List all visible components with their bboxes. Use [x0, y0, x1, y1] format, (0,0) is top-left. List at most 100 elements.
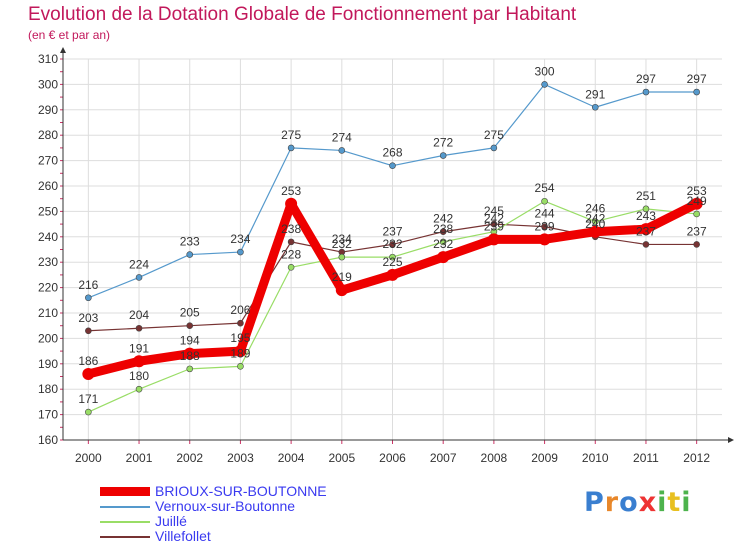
x-tick-label: 2007	[430, 451, 457, 465]
logo-letter: o	[619, 487, 639, 518]
x-tick-label: 2000	[75, 451, 102, 465]
data-point	[538, 233, 551, 246]
y-tick-label: 160	[38, 433, 58, 447]
data-label: 275	[281, 128, 301, 142]
data-label: 297	[636, 72, 656, 86]
data-point	[439, 238, 447, 246]
data-point	[487, 233, 500, 246]
logo-letter: i	[681, 487, 692, 518]
data-label: 238	[281, 222, 301, 236]
data-label: 237	[382, 224, 402, 238]
data-label: 216	[78, 278, 98, 292]
legend-label: BRIOUX-SUR-BOUTONNE	[155, 483, 327, 499]
data-label: 194	[180, 334, 200, 348]
data-label: 244	[535, 207, 555, 221]
y-tick-label: 220	[38, 281, 58, 295]
data-point	[135, 274, 143, 281]
data-point	[693, 210, 700, 218]
data-point	[437, 251, 450, 264]
data-point	[82, 367, 95, 380]
x-tick-label: 2008	[481, 451, 508, 465]
y-tick-label: 290	[38, 103, 58, 117]
data-label: 234	[332, 232, 352, 246]
y-tick-label: 190	[38, 357, 58, 371]
data-point	[389, 253, 396, 261]
y-tick-label: 250	[38, 204, 58, 218]
data-label: 219	[332, 270, 352, 284]
y-tick-label: 240	[38, 230, 58, 244]
data-point	[287, 263, 295, 271]
data-point	[85, 408, 92, 416]
data-label: 245	[484, 204, 504, 218]
data-point	[186, 365, 194, 373]
x-tick-label: 2003	[227, 451, 254, 465]
data-point	[690, 197, 703, 210]
data-label: 180	[129, 369, 149, 383]
data-point	[85, 327, 92, 335]
data-label: 195	[230, 331, 250, 345]
data-point	[85, 294, 92, 302]
data-point	[285, 197, 298, 210]
data-label: 239	[535, 219, 555, 233]
data-label: 272	[433, 136, 453, 150]
x-tick-label: 2011	[633, 451, 659, 465]
data-label: 225	[382, 255, 402, 269]
data-label: 171	[78, 392, 98, 406]
data-label: 206	[230, 303, 250, 317]
x-tick-label: 2012	[683, 451, 710, 465]
data-point	[541, 81, 548, 88]
x-tick-label: 2002	[176, 451, 203, 465]
y-tick-label: 280	[38, 128, 58, 142]
data-point	[591, 103, 599, 111]
chart-subtitle: (en € et par an)	[28, 28, 111, 42]
data-point	[135, 324, 143, 332]
x-tick-label: 2005	[328, 451, 355, 465]
data-point	[287, 238, 295, 246]
data-label: 268	[382, 146, 402, 160]
data-label: 242	[585, 212, 605, 226]
data-point	[693, 88, 700, 96]
data-label: 274	[332, 130, 352, 144]
x-tick-label: 2006	[379, 451, 406, 465]
data-point	[234, 345, 247, 358]
data-point	[642, 205, 650, 213]
data-point	[642, 88, 650, 96]
data-label: 297	[687, 72, 707, 86]
data-label: 233	[180, 235, 200, 249]
data-label: 275	[484, 128, 504, 142]
y-tick-label: 260	[38, 179, 58, 193]
data-label: 254	[535, 181, 555, 195]
data-label: 205	[180, 306, 200, 320]
x-tick-label: 2004	[278, 451, 305, 465]
legend-swatch	[100, 521, 150, 523]
data-label: 186	[78, 354, 98, 368]
x-tick-label: 2010	[582, 451, 609, 465]
data-label: 234	[230, 232, 250, 246]
data-point	[642, 241, 650, 248]
data-point	[389, 162, 396, 169]
data-point	[183, 347, 196, 360]
data-point	[287, 144, 295, 152]
data-label: 253	[281, 184, 301, 198]
data-point	[589, 225, 602, 238]
data-point	[186, 251, 194, 258]
data-point	[639, 223, 652, 236]
data-label: 189	[230, 346, 250, 360]
x-tick-label: 2001	[126, 451, 153, 465]
legend-label: Juillé	[155, 513, 187, 529]
data-label: 237	[636, 224, 656, 238]
data-label: 228	[281, 247, 301, 261]
y-tick-label: 300	[38, 77, 58, 91]
data-point	[237, 319, 244, 327]
data-point	[490, 220, 498, 228]
data-label: 246	[585, 202, 605, 216]
data-label: 191	[129, 341, 149, 355]
data-point	[541, 223, 548, 230]
data-point	[237, 248, 244, 256]
data-label: 249	[687, 194, 707, 208]
data-point	[693, 241, 700, 248]
data-point	[439, 152, 447, 159]
y-tick-label: 210	[38, 306, 58, 320]
data-label: 243	[636, 209, 656, 223]
